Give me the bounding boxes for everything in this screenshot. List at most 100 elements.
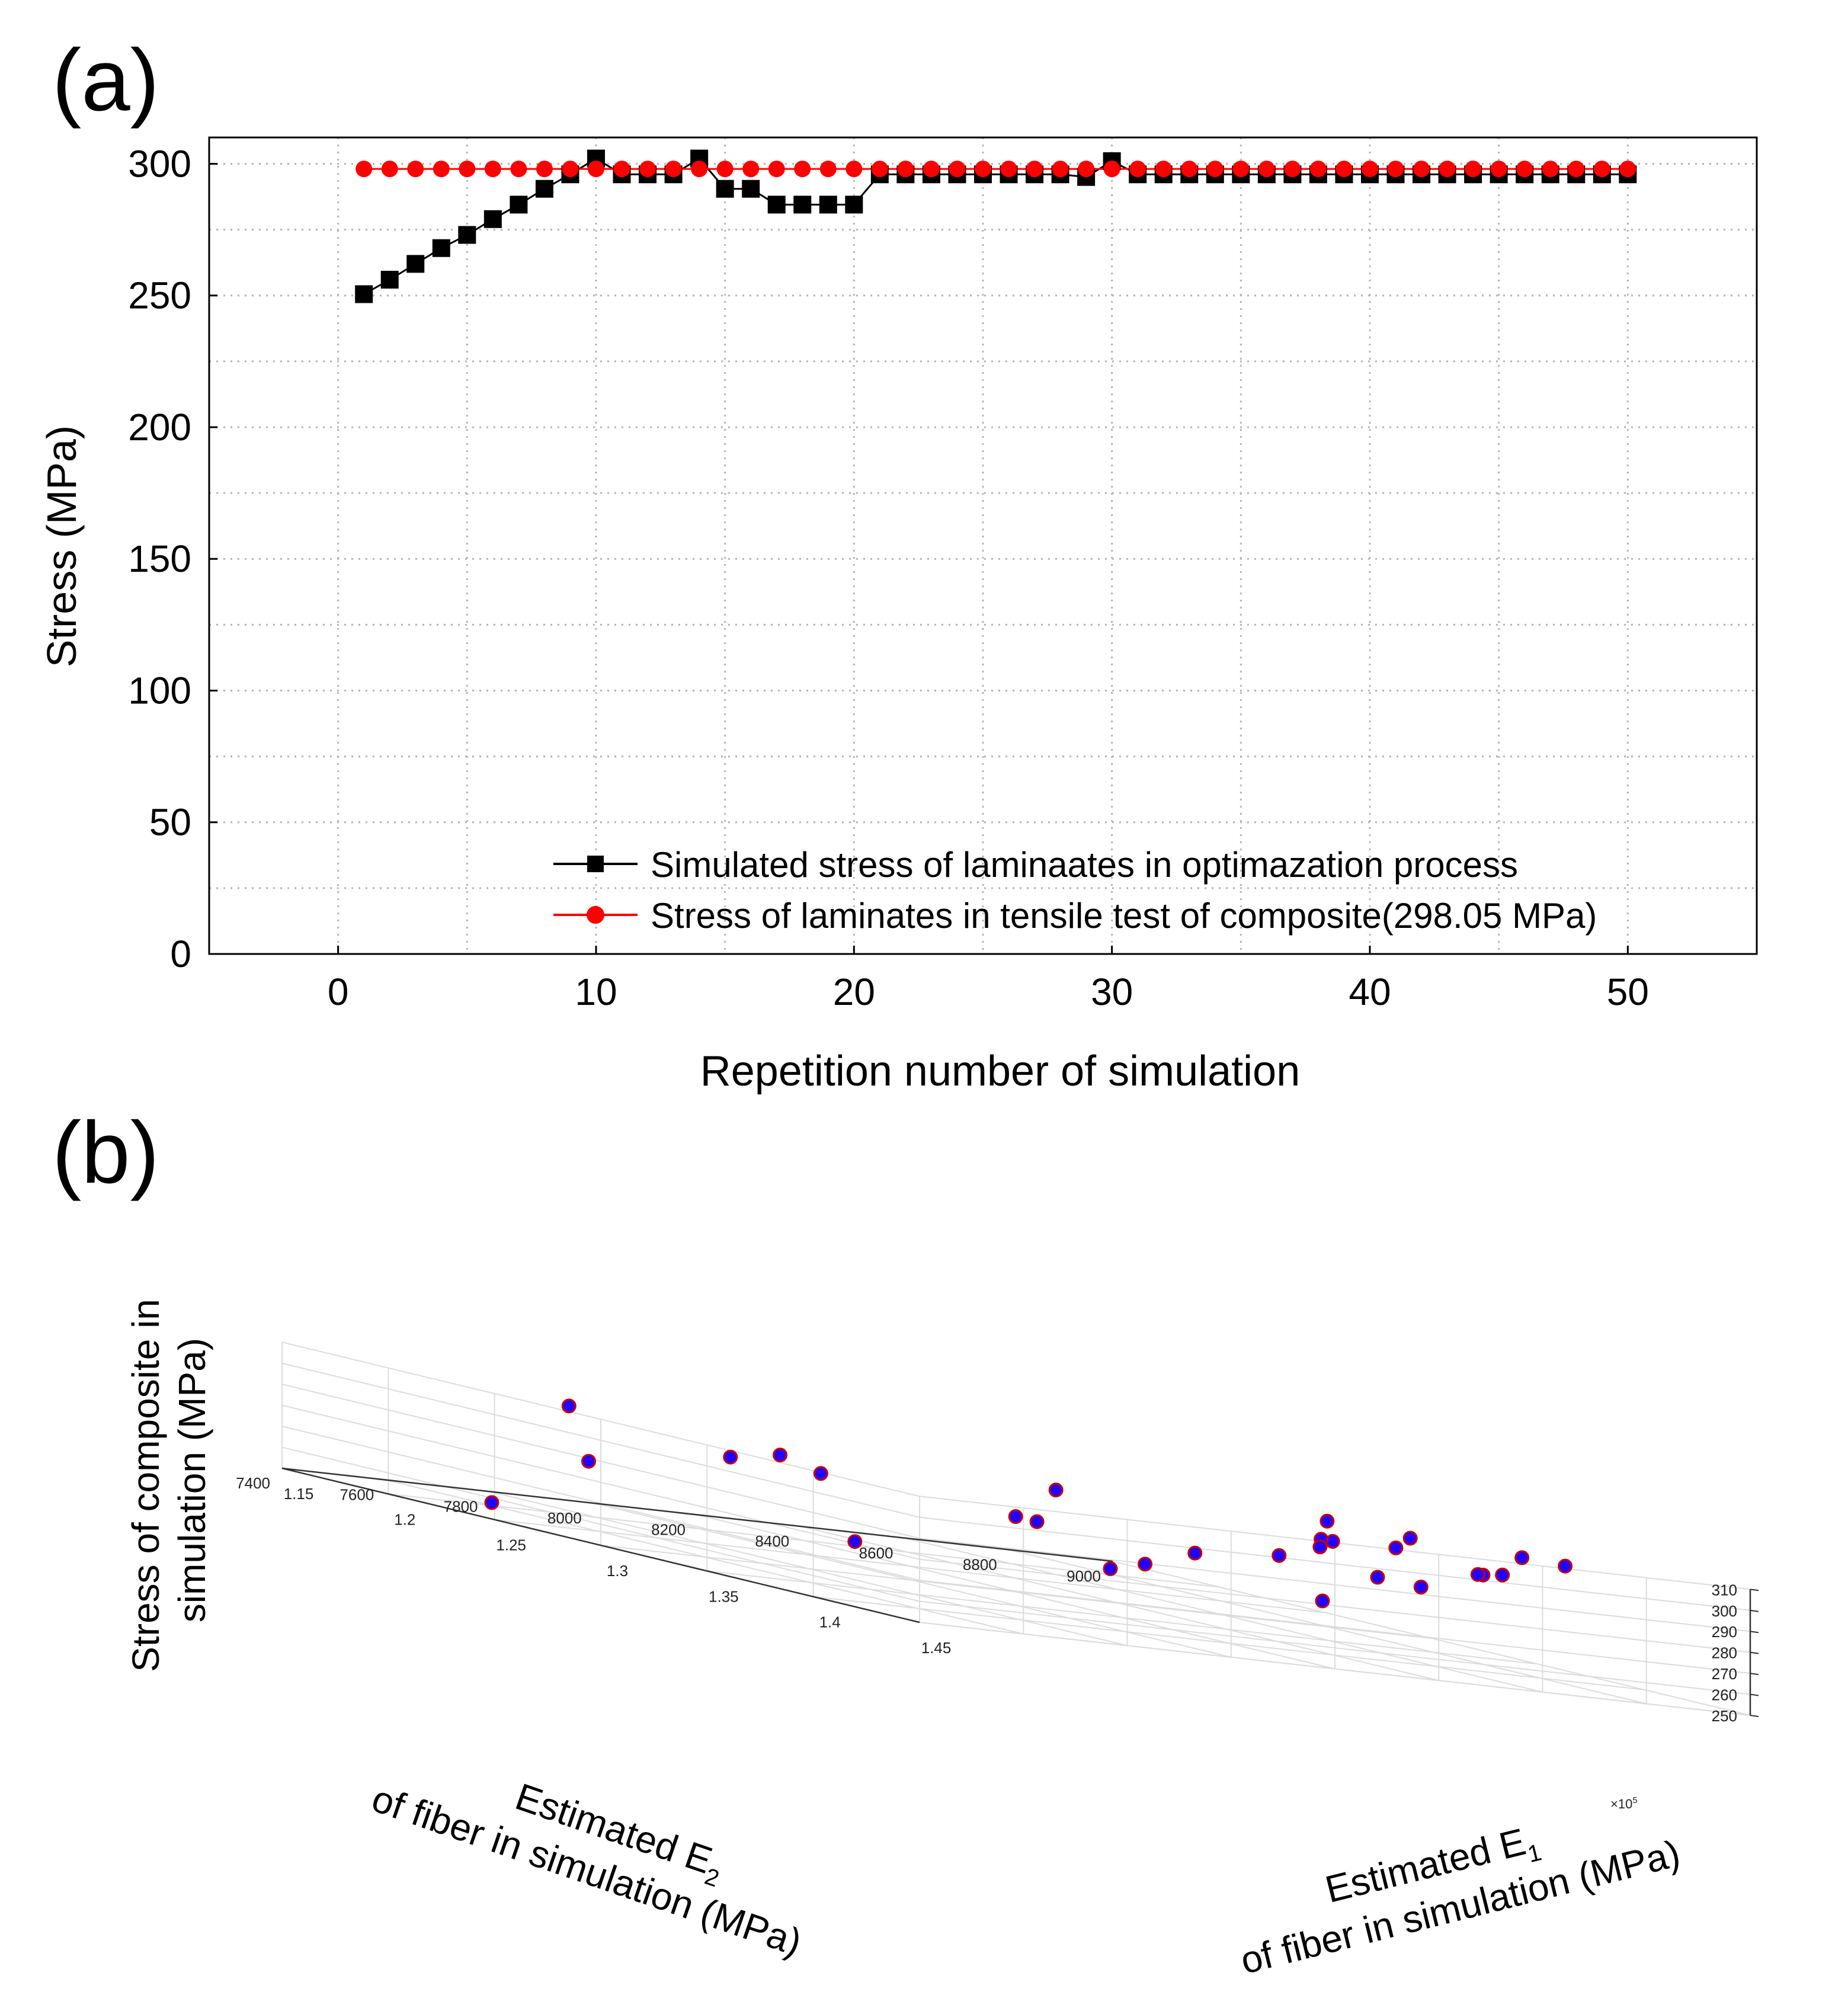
scatter-point — [1413, 1580, 1429, 1594]
z-tick-mark — [1750, 1631, 1759, 1634]
data-point-simulated — [716, 180, 734, 198]
data-point-tensile-test — [1490, 161, 1507, 178]
data-point-tensile-test — [588, 161, 604, 178]
data-point-tensile-test — [1026, 161, 1043, 178]
wall-grid-line-z-left — [281, 1446, 920, 1602]
data-point-tensile-test — [407, 161, 424, 178]
e1-title-subscript: 1 — [1525, 1839, 1544, 1868]
data-point-simulated — [432, 239, 450, 257]
data-point-tensile-test — [1103, 161, 1120, 178]
e1-tick-label: 1.35 — [709, 1587, 739, 1605]
e2-tick-label: 8400 — [755, 1532, 789, 1550]
data-point-simulated — [819, 196, 837, 214]
scatter-point — [1187, 1545, 1203, 1561]
panel-b-label: (b) — [52, 1104, 159, 1202]
floor-grid-line-e2 — [489, 1491, 1128, 1647]
panel-b-points — [484, 1398, 1573, 1609]
panel-a-x-axis-title: Repetition number of simulation — [700, 1048, 1301, 1095]
data-point-tensile-test — [1619, 161, 1636, 178]
y-tick-label: 0 — [170, 933, 191, 975]
panel-b-e1-axis-title: Estimated E1 of fiber in simulation (MPa… — [1225, 1785, 1684, 1983]
data-point-tensile-test — [562, 161, 579, 178]
panel-a-legend: Simulated stress of laminaates in optima… — [553, 845, 1597, 936]
scatter-point — [1514, 1550, 1530, 1565]
e1-tick-label: 1.25 — [496, 1536, 526, 1554]
data-point-tensile-test — [1568, 161, 1585, 178]
series-line-simulated — [363, 157, 1628, 295]
panel-b-e2-axis-title: Estimated E2 of fiber in simulation (MPa… — [367, 1731, 823, 1964]
z-tick-label: 290 — [1712, 1623, 1737, 1641]
scatter-point — [813, 1466, 828, 1481]
scatter-point — [1315, 1593, 1330, 1609]
data-point-tensile-test — [1052, 161, 1069, 178]
scatter-point — [1470, 1567, 1485, 1582]
wall-grid-line-z-left — [281, 1341, 920, 1497]
e1-tick-label: 1.15 — [284, 1485, 314, 1503]
x-tick-label: 20 — [833, 971, 875, 1013]
y-tick-label: 250 — [128, 274, 191, 317]
z-tick-label: 300 — [1712, 1602, 1737, 1620]
data-point-tensile-test — [536, 161, 553, 178]
data-point-tensile-test — [716, 161, 734, 178]
axis-line-e2 — [281, 1467, 1113, 1562]
wall-grid-line-z-right — [919, 1538, 1751, 1632]
floor-grid-line-e2 — [801, 1526, 1439, 1682]
data-point-tensile-test — [923, 161, 940, 178]
e2-tick-label: 8600 — [859, 1544, 893, 1562]
z-tick-mark — [1750, 1589, 1759, 1592]
z-tick-mark — [1750, 1693, 1759, 1696]
data-point-tensile-test — [665, 161, 682, 178]
legend-label-tensile-test: Stress of laminates in tensile test of c… — [651, 896, 1597, 936]
scatter-point — [723, 1449, 738, 1465]
floor-grid-line-e2 — [1008, 1549, 1647, 1705]
x-tick-label: 30 — [1091, 971, 1133, 1013]
panel-a-y-axis-title: Stress (MPa) — [39, 425, 85, 667]
panel-b-z-axis-title: Stress of composite in simulation (MPa) — [124, 1288, 213, 1672]
legend-marker-simulated — [587, 856, 604, 872]
data-point-tensile-test — [1078, 161, 1095, 178]
x-tick-label: 40 — [1349, 971, 1391, 1013]
scatter-point — [1312, 1539, 1328, 1555]
x-tick-label: 10 — [575, 971, 617, 1013]
y-tick-label: 150 — [128, 537, 191, 580]
z-tick-label: 270 — [1712, 1665, 1737, 1683]
data-point-simulated — [355, 285, 373, 303]
wall-grid-line-z-right — [919, 1558, 1751, 1653]
data-point-simulated — [742, 180, 760, 198]
scatter-point — [1271, 1548, 1287, 1563]
wall-grid-line-z-left — [281, 1384, 920, 1539]
wall-grid-line-z-right — [919, 1516, 1751, 1611]
z-tick-mark — [1750, 1609, 1759, 1612]
wall-grid-line-z-right — [919, 1600, 1751, 1695]
data-point-tensile-test — [510, 161, 527, 178]
data-point-tensile-test — [1593, 161, 1610, 178]
wall-grid-line-z-right — [919, 1580, 1751, 1674]
z-tick-label: 260 — [1712, 1686, 1737, 1704]
floor-grid-line-e2 — [905, 1537, 1543, 1693]
e1-tick-label: 1.3 — [607, 1562, 628, 1580]
data-point-tensile-test — [1542, 161, 1559, 178]
floor-grid-line-e2 — [593, 1502, 1231, 1658]
e2-tick-label: 7400 — [236, 1474, 270, 1492]
scatter-point — [773, 1448, 788, 1463]
data-point-simulated — [458, 226, 476, 244]
data-point-tensile-test — [433, 161, 450, 178]
wall-grid-line-z-left — [281, 1362, 920, 1518]
e2-tick-label: 9000 — [1066, 1567, 1101, 1585]
scatter-point — [1138, 1557, 1153, 1572]
data-point-tensile-test — [1155, 161, 1172, 178]
floor-grid-line-e2 — [1112, 1561, 1751, 1716]
scatter-point — [1008, 1509, 1023, 1524]
scatter-point — [581, 1453, 596, 1469]
data-point-tensile-test — [691, 161, 708, 178]
data-point-tensile-test — [1335, 161, 1353, 178]
x-tick-label: 0 — [328, 971, 349, 1013]
z-tick-label: 310 — [1712, 1581, 1737, 1599]
scatter-point — [1370, 1570, 1385, 1585]
data-point-tensile-test — [949, 161, 966, 178]
y-tick-label: 300 — [128, 142, 191, 185]
scatter-point — [1558, 1558, 1573, 1574]
data-point-tensile-test — [1181, 161, 1198, 178]
e2-tick-label: 7600 — [340, 1486, 374, 1504]
